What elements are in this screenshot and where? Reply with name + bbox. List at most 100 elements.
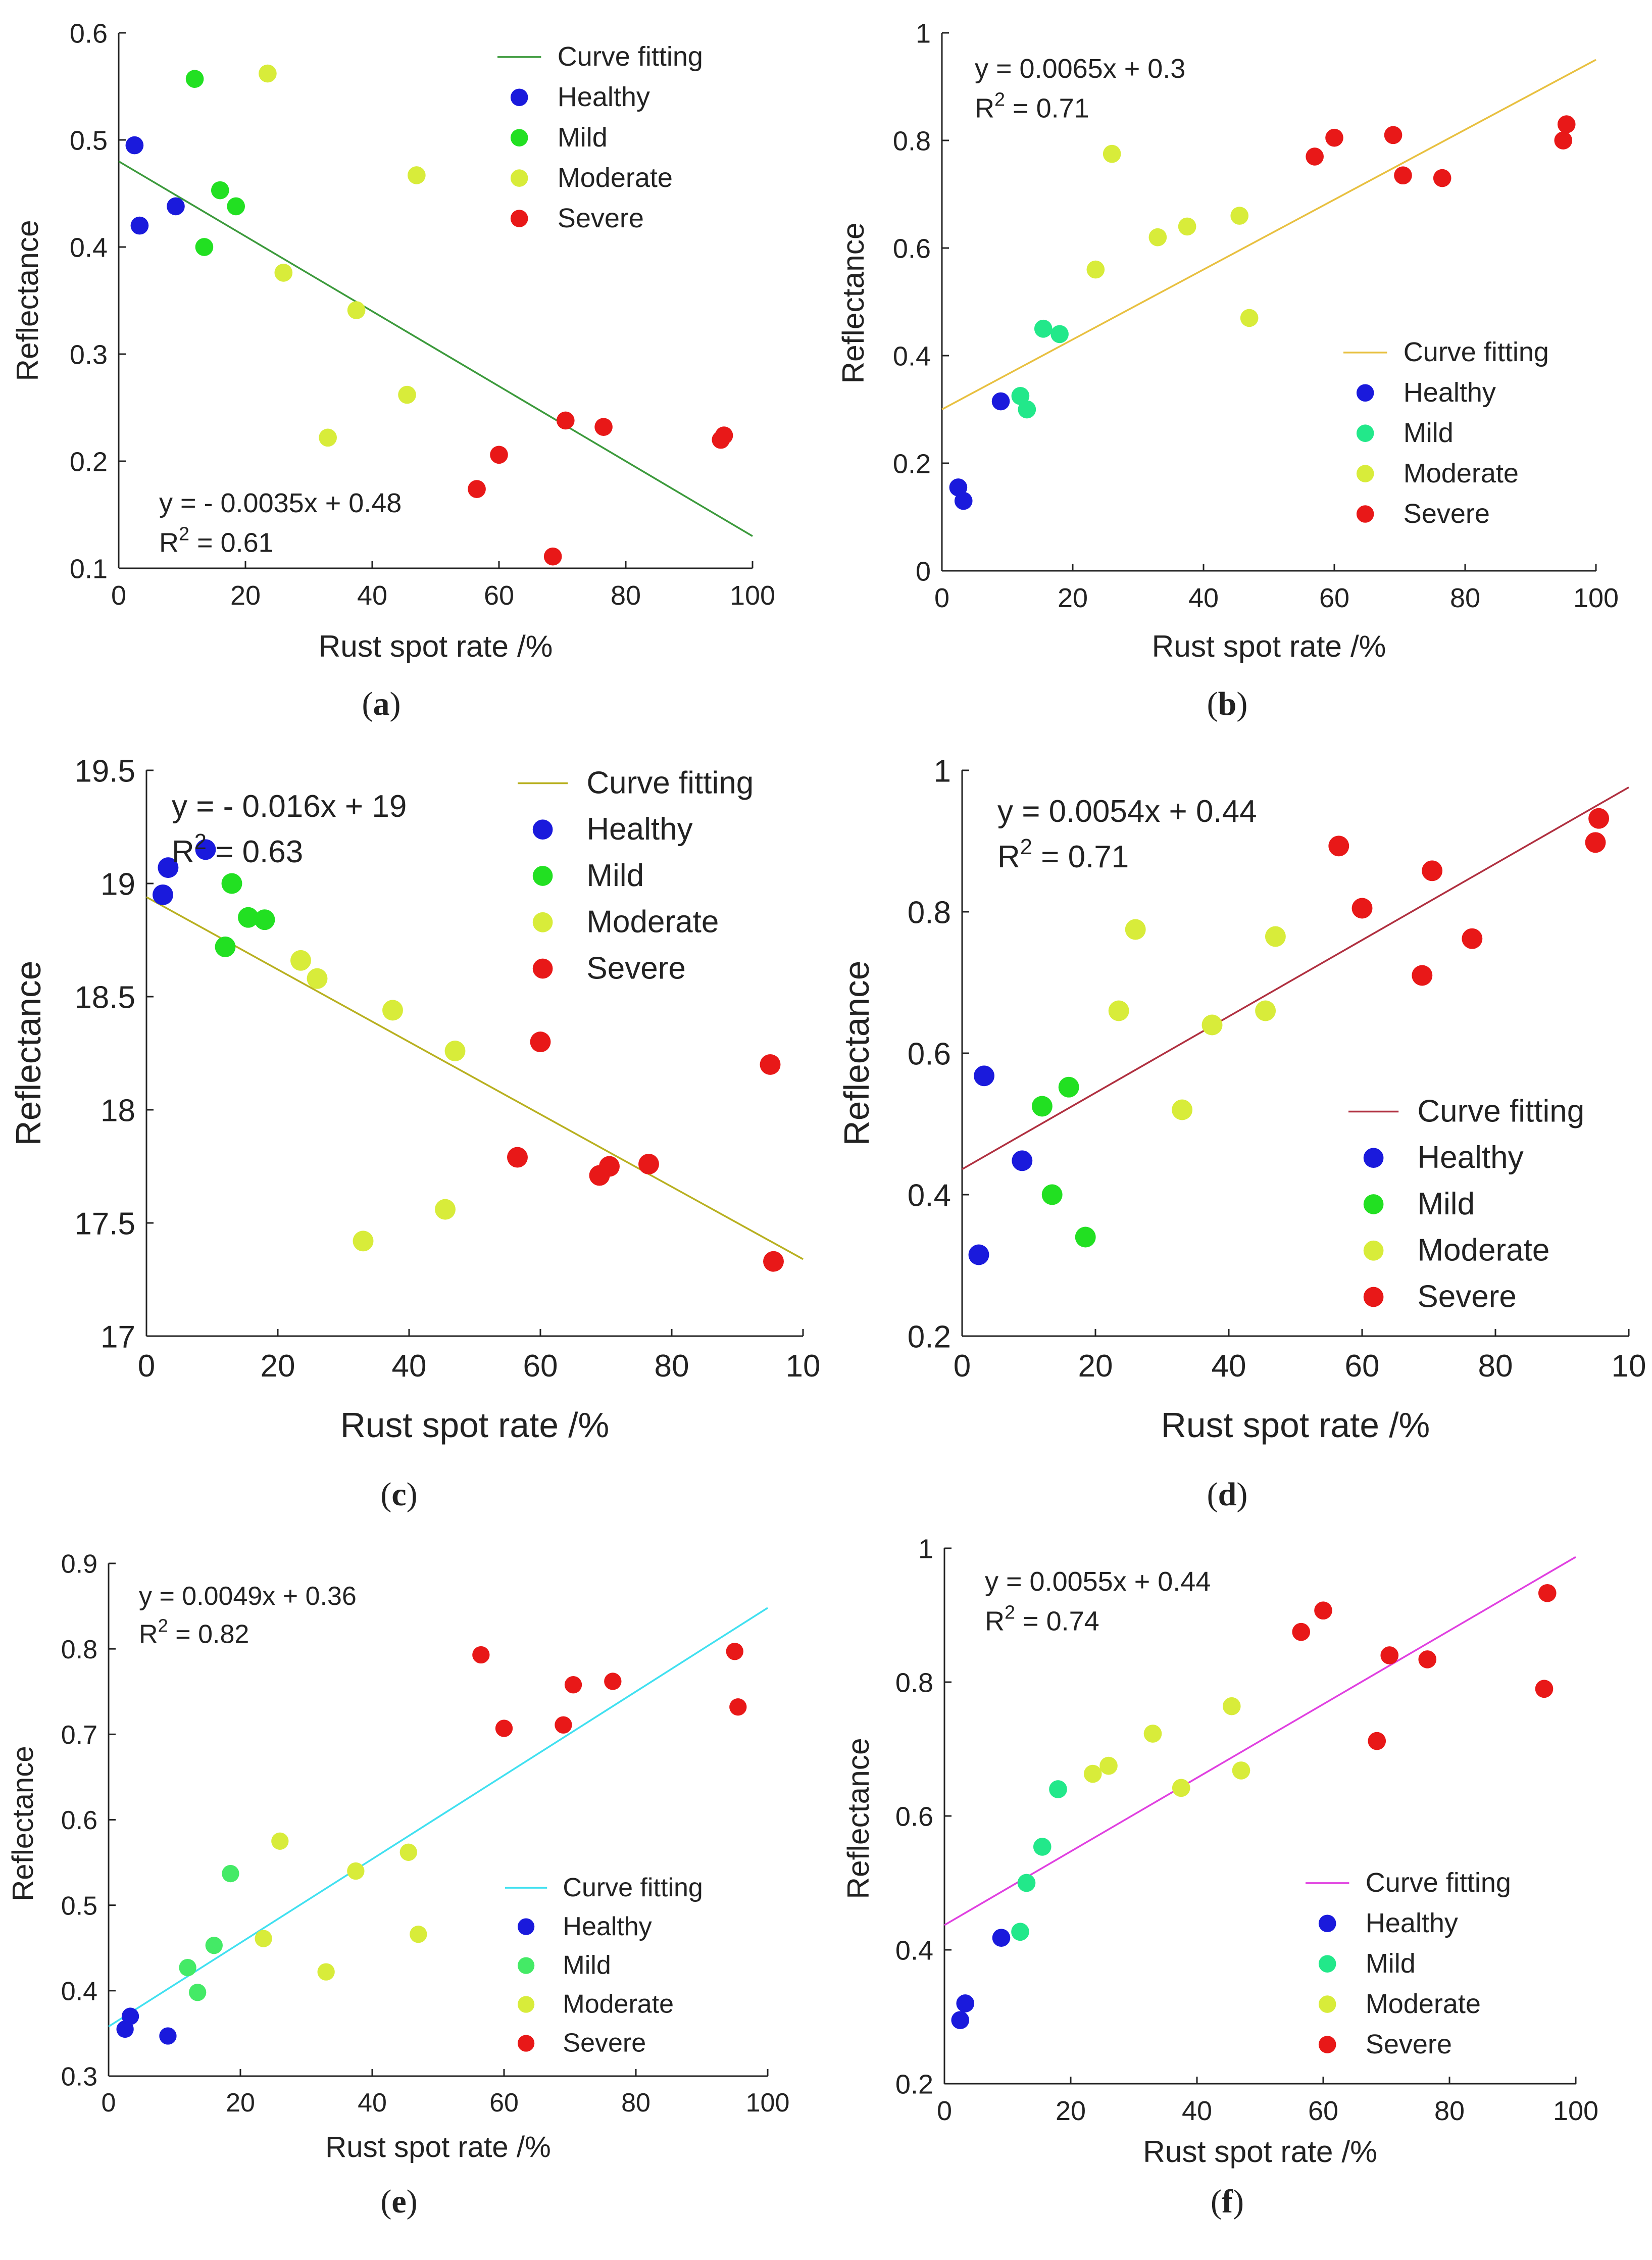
legend-swatch-healthy — [1356, 384, 1374, 402]
legend-entry: Moderate — [1417, 1233, 1549, 1268]
point-severe — [1557, 115, 1576, 133]
point-moderate — [399, 1843, 417, 1861]
point-moderate — [317, 1963, 335, 1981]
point-severe — [530, 1031, 551, 1053]
panel-label-open-paren: ( — [380, 1476, 391, 1513]
legend-entry: Severe — [586, 951, 685, 986]
x-tick-label: 20 — [1056, 2096, 1086, 2126]
x-tick-label: 100 — [1573, 583, 1619, 613]
y-tick-label: 0.5 — [61, 1891, 97, 1921]
y-tick-label: 0.6 — [893, 233, 931, 264]
legend-swatch-mild — [1318, 1955, 1336, 1973]
x-tick-label: 60 — [523, 1349, 558, 1384]
point-moderate — [1265, 926, 1286, 947]
legend-swatch-healthy — [517, 1918, 535, 1935]
panel-label: (b) — [1207, 685, 1248, 722]
point-healthy — [167, 197, 185, 216]
point-moderate — [398, 385, 416, 404]
legend-swatch-severe — [1318, 2036, 1336, 2053]
y-tick-label: 0.8 — [61, 1635, 97, 1664]
legend-entry: Mild — [558, 122, 608, 153]
point-moderate — [1103, 144, 1121, 163]
panel-label: (d) — [1207, 1476, 1248, 1513]
y-tick-label: 0.4 — [895, 1935, 933, 1966]
y-tick-label: 1 — [934, 754, 951, 789]
r-squared-superscript: 2 — [179, 524, 189, 545]
point-severe — [564, 1676, 582, 1694]
x-tick-label: 60 — [1345, 1349, 1380, 1384]
fit-equation: y = 0.0054x + 0.44 — [997, 794, 1257, 829]
point-mild — [1075, 1226, 1096, 1248]
panel-label-open-paren: ( — [1207, 1476, 1218, 1513]
x-tick-label: 0 — [937, 2096, 952, 2126]
x-tick-label: 60 — [1319, 583, 1349, 613]
fit-equation: y = - 0.016x + 19 — [172, 789, 407, 824]
legend-entry: Healthy — [1417, 1140, 1523, 1175]
y-tick-label: 1 — [916, 18, 931, 48]
y-tick-label: 0.4 — [61, 1977, 97, 2006]
point-mild — [1058, 1076, 1079, 1098]
y-axis-label: Reflectance — [7, 1746, 39, 1901]
x-tick-label: 80 — [1478, 1349, 1513, 1384]
point-moderate — [255, 1930, 272, 1947]
point-mild — [1011, 387, 1030, 405]
x-tick-label: 0 — [102, 2088, 116, 2118]
point-severe — [1462, 928, 1483, 949]
x-tick-label: 40 — [358, 2088, 387, 2118]
y-tick-label: 1 — [918, 1534, 933, 1564]
panel-label-letter: d — [1218, 1476, 1237, 1513]
point-severe — [1325, 128, 1343, 147]
point-severe — [495, 1719, 513, 1737]
r-squared-symbol: R — [975, 93, 994, 123]
legend-entry: Mild — [586, 858, 644, 893]
legend-swatch-moderate — [517, 1996, 535, 2013]
x-tick-label: 40 — [1188, 583, 1219, 613]
chart-panel-c: 0 20 40 60 80 10 17 17.5 18 18.5 19 19.5 Rust spot r… — [9, 754, 820, 1513]
y-tick-label: 18.5 — [74, 980, 135, 1015]
point-severe — [604, 1673, 622, 1690]
point-severe — [1314, 1601, 1332, 1620]
x-tick-label: 20 — [230, 580, 261, 611]
y-axis-label: Reflectance — [841, 1738, 875, 1899]
point-severe — [1554, 131, 1573, 150]
legend-entry: Mild — [1417, 1187, 1475, 1221]
x-tick-label: 40 — [357, 580, 387, 611]
point-mild — [185, 70, 204, 88]
r-squared-value: = 0.82 — [168, 1619, 249, 1649]
point-moderate — [1083, 1764, 1102, 1783]
point-moderate — [382, 1000, 403, 1021]
panel-label-open-paren: ( — [1211, 2183, 1222, 2220]
legend-entry: Healthy — [563, 1912, 652, 1941]
legend-entry: Healthy — [586, 812, 692, 847]
panel-label-letter: a — [373, 685, 390, 722]
legend-entry: Severe — [558, 203, 644, 233]
y-tick-label: 0.8 — [893, 126, 931, 156]
point-severe — [555, 1716, 572, 1734]
r-squared-symbol: R — [985, 1606, 1005, 1636]
x-tick-label: 0 — [138, 1349, 155, 1384]
point-severe — [1328, 836, 1349, 857]
legend: Curve fitting Healthy Mild Moderate Severe — [497, 41, 703, 233]
point-healthy — [951, 2011, 970, 2029]
y-axis-label: Reflectance — [837, 961, 876, 1146]
point-mild — [215, 936, 236, 957]
legend-swatch-mild — [510, 129, 528, 146]
point-severe — [1535, 1680, 1554, 1698]
point-moderate — [1240, 309, 1259, 327]
panel-label-open-paren: ( — [380, 2183, 391, 2220]
legend-swatch-severe — [532, 958, 553, 979]
fit-equation: y = 0.0049x + 0.36 — [139, 1582, 357, 1611]
point-moderate — [307, 968, 328, 989]
point-moderate — [319, 428, 337, 447]
x-tick-label: 80 — [655, 1349, 689, 1384]
legend-entry: Healthy — [558, 82, 650, 112]
point-severe — [760, 1054, 781, 1075]
point-mild — [1017, 1874, 1036, 1892]
legend-swatch-healthy — [1318, 1914, 1336, 1933]
point-moderate — [444, 1041, 466, 1061]
point-severe — [1585, 832, 1606, 853]
point-moderate — [1230, 207, 1249, 225]
y-tick-label: 0.2 — [893, 449, 931, 479]
point-severe — [594, 418, 613, 436]
point-severe — [490, 446, 508, 464]
